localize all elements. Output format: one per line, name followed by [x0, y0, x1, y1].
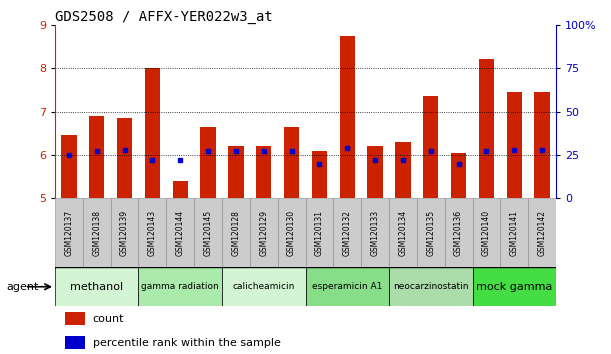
Bar — [117, 118, 132, 198]
Text: GSM120137: GSM120137 — [64, 210, 73, 256]
Bar — [334, 198, 361, 267]
Bar — [395, 142, 411, 198]
Text: GSM120145: GSM120145 — [203, 210, 213, 256]
Text: gamma radiation: gamma radiation — [141, 282, 219, 291]
Bar — [389, 198, 417, 267]
Text: GDS2508 / AFFX-YER022w3_at: GDS2508 / AFFX-YER022w3_at — [55, 10, 273, 24]
Bar — [535, 92, 550, 198]
Text: GSM120142: GSM120142 — [538, 210, 547, 256]
Bar — [528, 198, 556, 267]
Bar — [229, 146, 244, 198]
Bar — [256, 146, 271, 198]
Bar — [83, 198, 111, 267]
Bar — [277, 198, 306, 267]
Text: methanol: methanol — [70, 282, 123, 292]
Text: GSM120131: GSM120131 — [315, 210, 324, 256]
Bar — [389, 267, 472, 306]
Bar — [65, 336, 85, 349]
Bar — [312, 150, 327, 198]
Bar — [111, 198, 139, 267]
Text: GSM120141: GSM120141 — [510, 210, 519, 256]
Bar — [445, 198, 472, 267]
Bar — [472, 267, 556, 306]
Text: percentile rank within the sample: percentile rank within the sample — [93, 337, 280, 348]
Text: agent: agent — [6, 282, 38, 292]
Text: GSM120143: GSM120143 — [148, 210, 157, 256]
Text: GSM120133: GSM120133 — [371, 210, 379, 256]
Bar — [145, 68, 160, 198]
Text: GSM120144: GSM120144 — [176, 210, 185, 256]
Bar — [194, 198, 222, 267]
Text: GSM120138: GSM120138 — [92, 210, 101, 256]
Text: GSM120134: GSM120134 — [398, 210, 408, 256]
Bar — [500, 198, 528, 267]
Text: GSM120128: GSM120128 — [232, 210, 240, 256]
Bar — [222, 267, 306, 306]
Bar — [55, 267, 139, 306]
Bar — [61, 135, 76, 198]
Bar — [451, 153, 466, 198]
Bar — [166, 198, 194, 267]
Bar — [479, 59, 494, 198]
Bar — [472, 198, 500, 267]
Text: GSM120140: GSM120140 — [482, 210, 491, 256]
Bar — [65, 312, 85, 325]
Text: calicheamicin: calicheamicin — [233, 282, 295, 291]
Bar — [340, 36, 355, 198]
Bar — [139, 198, 166, 267]
Bar — [250, 198, 277, 267]
Text: GSM120129: GSM120129 — [259, 210, 268, 256]
Bar — [423, 96, 439, 198]
Text: GSM120130: GSM120130 — [287, 210, 296, 256]
Bar — [306, 267, 389, 306]
Bar — [222, 198, 250, 267]
Bar — [361, 198, 389, 267]
Bar — [507, 92, 522, 198]
Bar — [172, 181, 188, 198]
Bar — [367, 146, 382, 198]
Text: GSM120136: GSM120136 — [454, 210, 463, 256]
Bar — [139, 267, 222, 306]
Bar — [417, 198, 445, 267]
Text: GSM120132: GSM120132 — [343, 210, 352, 256]
Text: GSM120135: GSM120135 — [426, 210, 435, 256]
Bar — [89, 116, 104, 198]
Text: count: count — [93, 314, 124, 324]
Bar — [284, 127, 299, 198]
Bar — [55, 198, 83, 267]
Text: GSM120139: GSM120139 — [120, 210, 129, 256]
Text: esperamicin A1: esperamicin A1 — [312, 282, 382, 291]
Text: mock gamma: mock gamma — [476, 282, 552, 292]
Text: neocarzinostatin: neocarzinostatin — [393, 282, 469, 291]
Bar — [200, 127, 216, 198]
Bar — [306, 198, 334, 267]
